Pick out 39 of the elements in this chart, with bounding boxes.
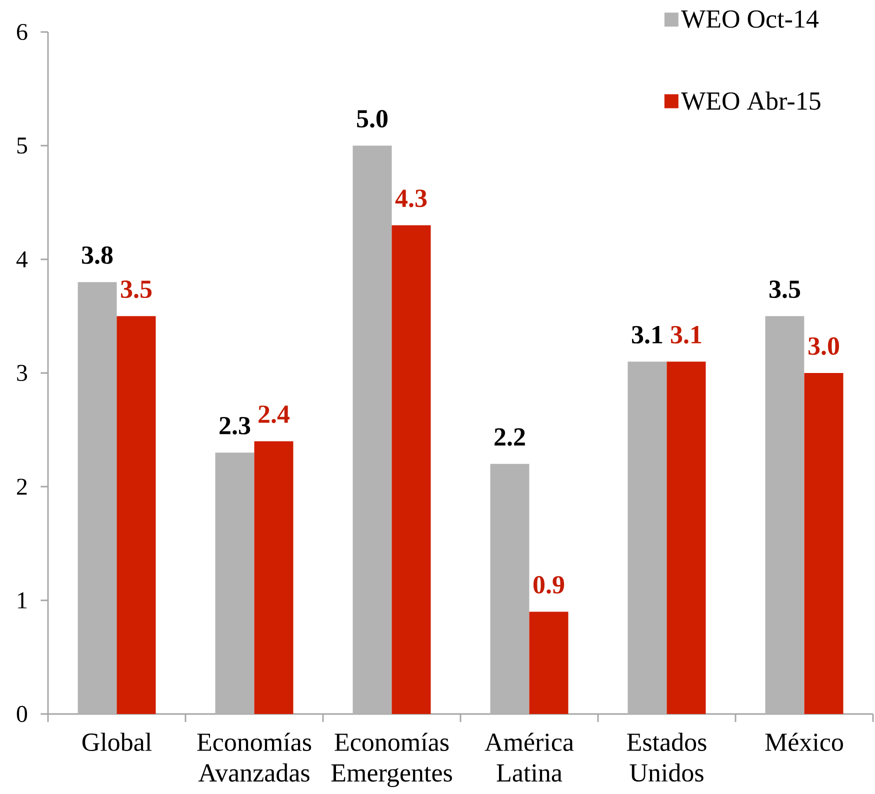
- bar: [765, 316, 804, 714]
- x-tick-label: Global: [82, 732, 152, 751]
- bar: [392, 225, 431, 714]
- bar: [804, 373, 844, 714]
- x-tick-label: México: [765, 732, 843, 752]
- data-label: 3.8: [82, 246, 113, 264]
- legend-label: WEO Abr-15: [681, 92, 820, 110]
- data-label: 2.3: [220, 416, 250, 435]
- y-tick-label: 6: [16, 24, 28, 40]
- bar: [666, 362, 706, 714]
- data-label: 3.1: [632, 326, 662, 344]
- legend-label: WEO Oct-14: [681, 10, 819, 28]
- bar: [529, 612, 568, 714]
- data-label: 4.3: [395, 190, 427, 208]
- bar: [254, 441, 294, 714]
- bar: [215, 452, 254, 714]
- x-tick-label: Economías Emergentes: [331, 732, 452, 788]
- bar: [116, 316, 156, 714]
- bar: [628, 362, 667, 714]
- y-tick-label: 2: [17, 478, 27, 495]
- data-label: 5.0: [357, 110, 388, 128]
- bar: [352, 146, 392, 714]
- x-tick-label: Estados Unidos: [627, 732, 706, 782]
- data-label: 0.9: [533, 576, 564, 594]
- bar: [78, 282, 117, 714]
- data-label: 2.2: [494, 428, 525, 446]
- data-label: 3.5: [120, 280, 152, 298]
- data-label: 2.4: [258, 406, 290, 424]
- x-tick-label: América Latina: [484, 732, 574, 782]
- x-tick-label: Economías Avanzadas: [197, 732, 312, 782]
- y-tick-label: 3: [17, 364, 28, 382]
- data-label: 3.0: [808, 337, 840, 355]
- data-label: 3.1: [670, 326, 702, 344]
- y-tick-label: 0: [16, 706, 28, 722]
- y-tick-label: 4: [16, 251, 28, 268]
- y-tick-label: 1: [18, 592, 27, 608]
- y-tick-label: 5: [17, 138, 28, 154]
- bar: [490, 464, 530, 714]
- data-label: 3.5: [769, 280, 800, 298]
